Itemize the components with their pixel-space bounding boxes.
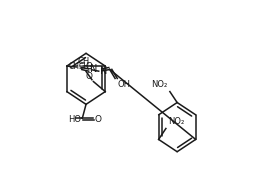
- Text: HO: HO: [68, 115, 81, 124]
- Text: OH: OH: [117, 80, 130, 89]
- Text: O: O: [86, 72, 92, 81]
- Text: O: O: [94, 115, 101, 124]
- Text: NO₂: NO₂: [151, 80, 167, 89]
- Text: CH: CH: [78, 57, 90, 66]
- Text: CH₃: CH₃: [69, 62, 83, 71]
- Text: NO₂: NO₂: [168, 117, 184, 126]
- Text: CH₃: CH₃: [79, 62, 93, 71]
- Text: N: N: [90, 64, 98, 74]
- Text: O: O: [86, 62, 92, 71]
- Text: N: N: [100, 66, 108, 76]
